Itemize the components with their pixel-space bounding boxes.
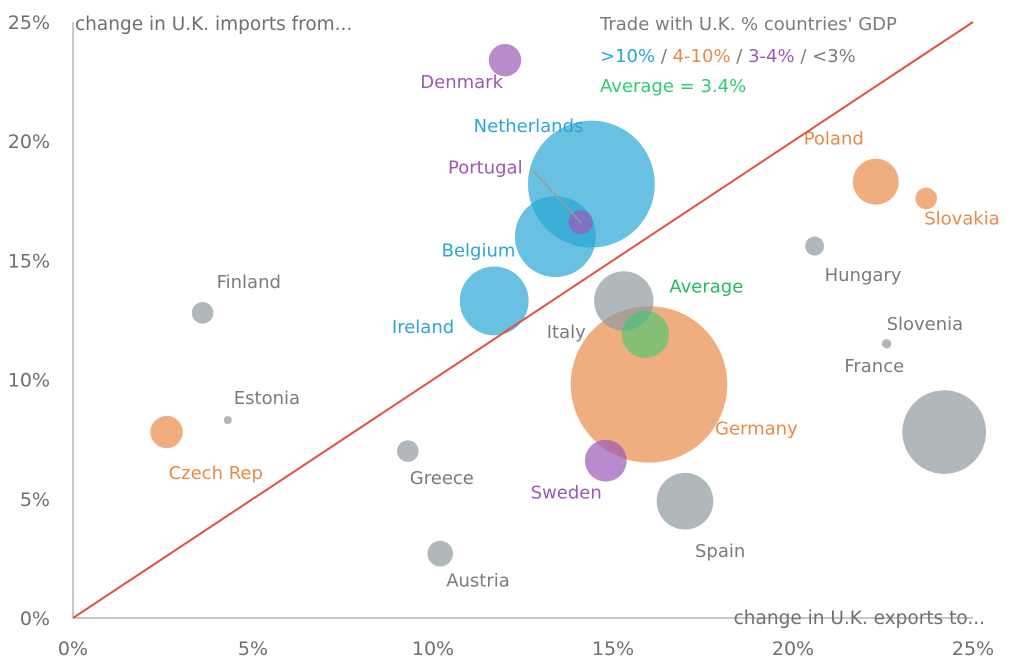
label-germany: Germany [715, 418, 798, 439]
bubble-austria [427, 540, 454, 567]
label-denmark: Denmark [420, 72, 503, 93]
bubble-slovenia [881, 339, 892, 349]
y-tick-label: 0% [20, 608, 50, 630]
x-tick-label: 15% [592, 638, 634, 660]
label-spain: Spain [695, 541, 745, 562]
label-portugal: Portugal [448, 157, 523, 178]
bubble-poland [852, 158, 899, 205]
label-italy: Italy [547, 322, 586, 343]
label-sweden: Sweden [531, 483, 602, 504]
y-tick-label: 5% [20, 489, 50, 511]
label-estonia: Estonia [234, 388, 300, 409]
x-axis-title: change in U.K. exports to... [734, 608, 985, 629]
legend-category: 4-10% [673, 46, 731, 67]
bubble-estonia [223, 416, 232, 425]
label-czech-rep: Czech Rep [169, 463, 263, 484]
legend-category: <3% [812, 46, 856, 67]
label-finland: Finland [217, 272, 281, 293]
legend-separator: / [795, 46, 813, 67]
y-tick-label: 20% [8, 131, 50, 153]
bubble-germany [570, 306, 728, 463]
x-tick-label: 10% [412, 638, 454, 660]
y-tick-labels: 0% 5% 10% 15% 20% 25% [8, 12, 50, 630]
label-poland: Poland [804, 129, 864, 150]
label-average: Average [669, 276, 743, 297]
legend-category: >10% [600, 46, 655, 67]
bubble-slovakia [915, 187, 937, 210]
bubble-belgium [514, 196, 596, 278]
legend: Trade with U.K. % countries' GDP >10% / … [599, 14, 897, 97]
legend-separator: / [731, 46, 749, 67]
x-tick-label: 20% [772, 638, 814, 660]
legend-title: Trade with U.K. % countries' GDP [599, 14, 897, 35]
bubble-denmark [488, 43, 522, 77]
bubble-sweden [584, 439, 627, 482]
y-tick-label: 10% [8, 370, 50, 392]
legend-category: 3-4% [748, 46, 795, 67]
bubble-france [902, 390, 987, 474]
label-belgium: Belgium [442, 241, 516, 262]
x-tick-label: 25% [952, 638, 994, 660]
legend-categories: >10% / 4-10% / 3-4% / <3% [600, 46, 856, 67]
bubble-greece [397, 440, 419, 462]
legend-average: Average = 3.4% [600, 76, 746, 97]
x-tick-label: 0% [58, 638, 88, 660]
parity-line [72, 21, 974, 619]
x-tick-labels: 0% 5% 10% 15% 20% 25% [58, 638, 994, 660]
bubble-average [621, 310, 670, 358]
label-france: France [844, 356, 904, 377]
label-slovakia: Slovakia [924, 208, 1000, 229]
label-slovenia: Slovenia [887, 314, 964, 335]
bubble-ireland [459, 266, 529, 336]
axes [72, 22, 973, 619]
label-greece: Greece [410, 468, 474, 489]
bubble-spain [656, 472, 714, 530]
legend-separator: / [655, 46, 673, 67]
bubble-finland [191, 302, 214, 324]
portugal-leader-line [532, 169, 582, 223]
bubble-czech-rep [150, 415, 183, 449]
bubble-hungary [805, 236, 825, 256]
y-tick-label: 15% [8, 250, 50, 272]
bubble-layer [150, 43, 987, 567]
label-ireland: Ireland [392, 317, 454, 338]
y-axis-title: change in U.K. imports from... [75, 14, 352, 35]
y-tick-label: 25% [8, 12, 50, 34]
x-tick-label: 5% [238, 638, 268, 660]
label-layer: Netherlands Belgium Ireland Germany Poland Sl… [169, 72, 1000, 591]
label-austria: Austria [446, 571, 510, 592]
label-netherlands: Netherlands [474, 116, 584, 137]
label-hungary: Hungary [825, 265, 902, 286]
